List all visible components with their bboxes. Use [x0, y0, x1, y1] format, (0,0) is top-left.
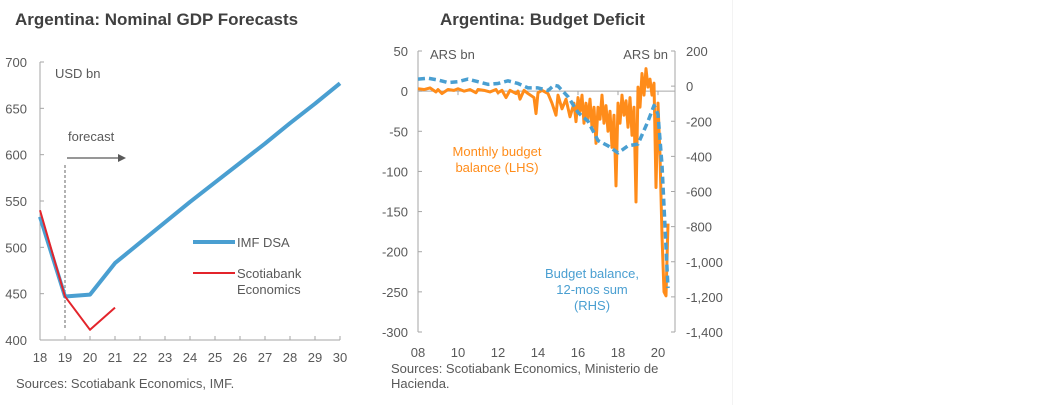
deficit-lhs-tick-label: 0	[401, 84, 408, 99]
deficit-x-tick-label: 14	[531, 345, 545, 360]
gdp-x-tick-label: 26	[233, 350, 247, 365]
monthly-budget-annotation: Monthly budget	[453, 144, 542, 159]
gdp-x-tick-label: 29	[308, 350, 322, 365]
forecast-label: forecast	[68, 129, 115, 144]
deficit-x-tick-label: 18	[611, 345, 625, 360]
deficit-chart-title: Argentina: Budget Deficit	[440, 10, 645, 29]
scotiabank-line	[39, 209, 116, 331]
gdp-y-tick-label: 450	[5, 287, 27, 302]
gdp-x-tick-label: 27	[258, 350, 272, 365]
deficit-rhs-tick-label: -600	[686, 185, 712, 200]
gdp-unit-label: USD bn	[55, 66, 101, 81]
deficit-rhs-tick-label: -1,000	[686, 255, 723, 270]
deficit-rhs-tick-label: -800	[686, 220, 712, 235]
legend-imf-dsa-label: IMF DSA	[237, 235, 290, 250]
gdp-x-tick-label: 18	[33, 350, 47, 365]
gdp-source-note: Sources: Scotiabank Economics, IMF.	[16, 376, 235, 391]
gdp-x-tick-label: 25	[208, 350, 222, 365]
gdp-y-tick-label: 700	[5, 55, 27, 70]
budget-balance-annotation: (RHS)	[574, 298, 610, 313]
deficit-lhs-tick-label: -300	[382, 325, 408, 340]
deficit-lhs-tick-label: -200	[382, 245, 408, 260]
budget-balance-annotation: 12-mos sum	[556, 282, 628, 297]
deficit-x-tick-label: 08	[411, 345, 425, 360]
deficit-lhs-tick-label: -50	[389, 124, 408, 139]
deficit-rhs-tick-label: 0	[686, 79, 693, 94]
gdp-y-tick-label: 600	[5, 148, 27, 163]
monthly-budget-balance-line	[417, 67, 670, 298]
panel-divider	[732, 0, 733, 405]
budget-balance-12mos-line	[417, 76, 670, 289]
gdp-x-tick-label: 20	[83, 350, 97, 365]
monthly-budget-annotation: balance (LHS)	[455, 160, 538, 175]
gdp-y-tick-label: 650	[5, 101, 27, 116]
legend-scotiabank-label: Economics	[237, 282, 301, 297]
forecast-arrow-icon	[118, 154, 126, 162]
deficit-x-tick-label: 10	[451, 345, 465, 360]
deficit-x-tick-label: 12	[491, 345, 505, 360]
deficit-rhs-tick-label: -1,400	[686, 325, 723, 340]
gdp-x-tick-label: 22	[133, 350, 147, 365]
deficit-x-tick-label: 16	[571, 345, 585, 360]
deficit-rhs-tick-label: -1,200	[686, 290, 723, 305]
gdp-y-tick-label: 500	[5, 240, 27, 255]
deficit-lhs-unit-label: ARS bn	[430, 47, 475, 62]
deficit-source-note: Sources: Scotiabank Economics, Ministeri…	[391, 361, 659, 391]
deficit-x-tick-label: 20	[651, 345, 665, 360]
deficit-lhs-tick-label: -100	[382, 164, 408, 179]
gdp-y-tick-label: 400	[5, 333, 27, 348]
gdp-x-tick-label: 30	[333, 350, 347, 365]
gdp-chart-title: Argentina: Nominal GDP Forecasts	[15, 10, 299, 29]
deficit-rhs-tick-label: -200	[686, 114, 712, 129]
deficit-rhs-tick-label: 200	[686, 44, 708, 59]
gdp-x-tick-label: 24	[183, 350, 197, 365]
deficit-rhs-unit-label: ARS bn	[623, 47, 668, 62]
gdp-x-tick-label: 21	[108, 350, 122, 365]
deficit-lhs-tick-label: -150	[382, 205, 408, 220]
deficit-lhs-tick-label: -250	[382, 285, 408, 300]
deficit-lhs-tick-label: 50	[394, 44, 408, 59]
budget-balance-annotation: Budget balance,	[545, 266, 639, 281]
gdp-y-tick-label: 550	[5, 194, 27, 209]
gdp-x-tick-label: 28	[283, 350, 297, 365]
gdp-x-tick-label: 23	[158, 350, 172, 365]
deficit-rhs-tick-label: -400	[686, 149, 712, 164]
gdp-x-tick-label: 19	[58, 350, 72, 365]
imf-dsa-line	[38, 81, 342, 299]
legend-scotiabank-label: Scotiabank	[237, 266, 302, 281]
